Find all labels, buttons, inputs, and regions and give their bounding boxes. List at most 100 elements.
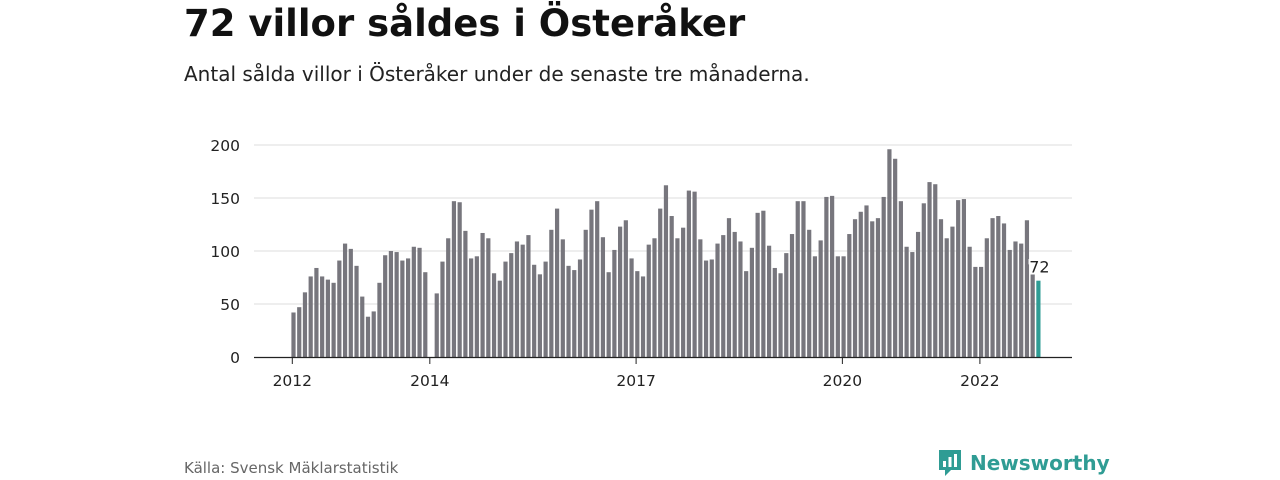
bar: [537, 274, 542, 357]
bar: [766, 245, 772, 357]
bar: [681, 227, 686, 357]
y-tick-label: 0: [230, 349, 240, 367]
bar: [480, 232, 485, 357]
bar: [446, 238, 451, 357]
bar: [383, 255, 388, 357]
bar: [1007, 249, 1012, 357]
bar: [577, 259, 583, 357]
bar: [440, 261, 445, 357]
bar: [927, 182, 932, 357]
bar: [348, 248, 353, 357]
bar: [486, 238, 491, 357]
bar: [692, 191, 697, 357]
bar: [526, 235, 531, 357]
bar: [308, 276, 313, 357]
bar: [434, 293, 439, 357]
bar: [990, 218, 995, 357]
bar: [807, 229, 812, 357]
bar: [342, 243, 348, 357]
bar: [715, 243, 720, 357]
bar: [818, 240, 823, 357]
bar: [956, 200, 961, 357]
bar: [738, 241, 743, 357]
bar: [612, 249, 617, 357]
bar: [910, 252, 915, 357]
y-tick-label: 200: [210, 137, 240, 155]
bar: [996, 216, 1001, 357]
bar: [595, 201, 600, 357]
bar: [875, 218, 881, 357]
bar: [320, 276, 325, 357]
bar: [721, 235, 726, 357]
brand-logo: Newsworthy: [937, 448, 1110, 478]
bar: [979, 266, 984, 357]
bar: [365, 316, 371, 357]
bar: [509, 253, 514, 357]
brand-name: Newsworthy: [970, 451, 1110, 475]
y-tick-label: 50: [220, 296, 240, 314]
bar: [881, 196, 886, 357]
bar: [646, 244, 651, 357]
bar: [967, 246, 972, 357]
bar: [474, 256, 479, 357]
bar: [503, 261, 508, 357]
bar: [1019, 243, 1024, 357]
bar: [761, 210, 766, 357]
bar: [961, 199, 967, 357]
bar: [623, 220, 628, 357]
bar: [830, 195, 835, 357]
bar: [893, 158, 898, 357]
x-tick-label: 2020: [823, 372, 862, 390]
bar: [824, 196, 829, 357]
bar: [732, 231, 737, 357]
bar: [1030, 272, 1035, 357]
bar: [921, 203, 926, 357]
bar: [497, 280, 502, 357]
bar: [1013, 241, 1018, 357]
x-tick-label: 2014: [410, 372, 449, 390]
bar: [543, 261, 548, 357]
bar: [629, 258, 634, 357]
bar-highlight: [1036, 280, 1041, 357]
x-tick-label: 2022: [960, 372, 999, 390]
bar: [388, 251, 394, 357]
bar: [749, 247, 754, 357]
bar: [755, 212, 760, 357]
data-label-latest: 72: [1029, 258, 1049, 277]
bar: [635, 271, 640, 357]
bar: [933, 184, 938, 357]
bar: [789, 234, 795, 357]
bar: [772, 267, 777, 357]
bar: [457, 202, 462, 357]
bar: [686, 190, 691, 357]
bar: [532, 264, 537, 357]
source-note: Källa: Svensk Mäklarstatistik: [184, 459, 399, 477]
bar: [600, 237, 606, 357]
bar: [520, 244, 525, 357]
bar: [394, 252, 399, 357]
bar: [847, 234, 852, 357]
bar: [606, 272, 611, 357]
bar: [795, 201, 800, 357]
bar: [640, 276, 646, 357]
bar: [784, 253, 789, 357]
bar: [400, 260, 405, 357]
bars: [291, 149, 1041, 357]
bar: [325, 279, 330, 357]
bar: [377, 282, 382, 357]
bar: [870, 221, 875, 357]
chart-subtitle: Antal sålda villor i Österåker under de …: [184, 62, 810, 86]
x-tick-label: 2012: [273, 372, 312, 390]
bar: [950, 226, 955, 357]
bar: [463, 230, 468, 357]
bar: [337, 260, 342, 357]
bar: [560, 239, 565, 357]
y-tick-label: 150: [210, 190, 240, 208]
bar: [709, 259, 714, 357]
bar: [411, 246, 416, 357]
bar: [469, 258, 474, 357]
bar: [314, 267, 319, 357]
bar: [291, 312, 296, 357]
bar: [554, 208, 560, 357]
bar: [841, 256, 846, 357]
